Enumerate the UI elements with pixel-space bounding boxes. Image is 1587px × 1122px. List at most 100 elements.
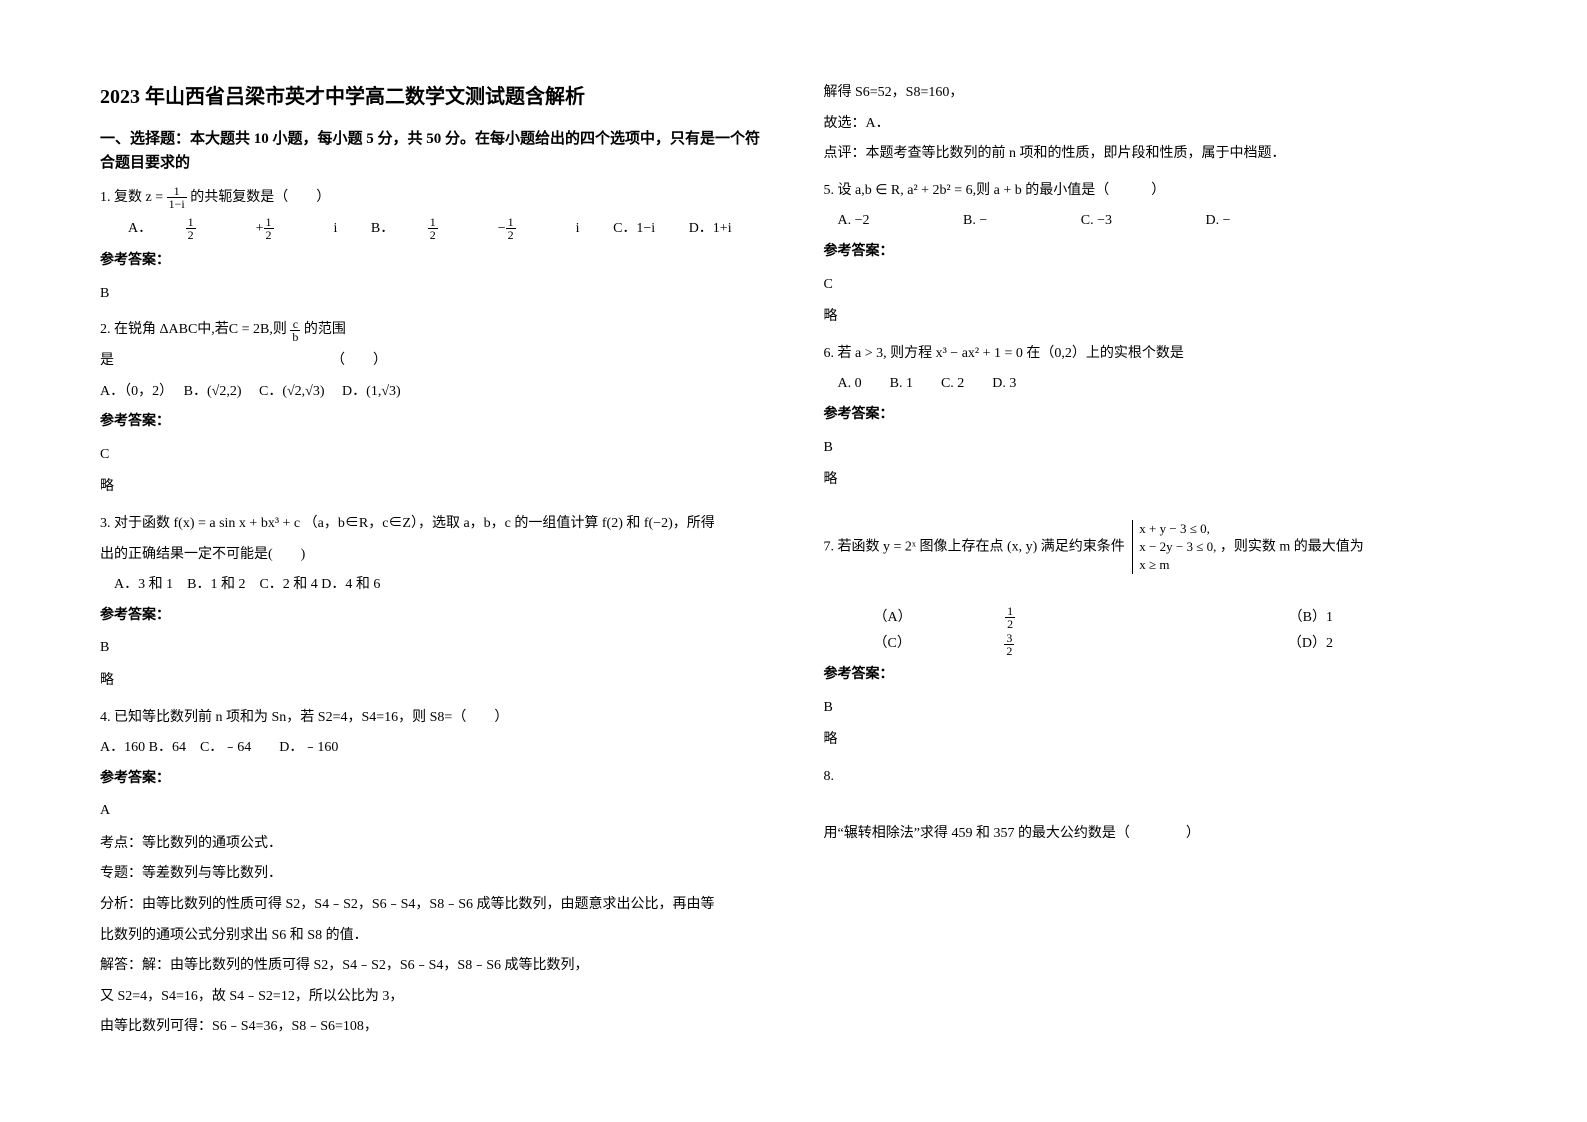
q2-answer: C [100,442,764,469]
q7-answer: B [824,695,1488,722]
q1-opt-a: A． 12+12i [128,221,341,236]
q5-optB: B. − [963,208,987,235]
q7c-n: 3 [1004,632,1014,645]
q2-optD-in: (1,√3) [366,384,401,399]
q4-e1: 考点：等比数列的通项公式． [100,831,764,858]
q7-d: ，则实数 m 的最大值为 [1220,539,1364,554]
q3-c: 出的正确结果一定不可能是( ) [100,542,764,569]
q3-expr: f(x) = a sin x + bx³ + c [174,516,301,531]
q2-a: 2. 在锐角 [100,322,156,337]
q4-stem: 4. 已知等比数列前 n 项和为 Sn，若 S2=4，S4=16，则 S8=（ … [100,705,764,732]
q1a-d2: 2 [264,229,274,241]
q1-optA-label: A． [128,221,152,236]
q6-e1: a > 3, [855,346,887,361]
q5-options: A. −2 B. − C. −3 D. − [838,208,1488,235]
q4-e3: 分析：由等比数列的性质可得 S2，S4﹣S2，S6﹣S4，S8﹣S6 成等比数列… [100,892,764,919]
question-4: 4. 已知等比数列前 n 项和为 Sn，若 S2=4，S4=16，则 S8=（ … [100,705,764,1042]
q7-stem: 7. 若函数 y = 2ˣ 图像上存在点 (x, y) 满足约束条件 x + y… [824,520,1488,575]
q7-optC-pre: （C） [874,631,911,658]
q3-b: （a，b∈R，c∈Z），选取 a，b，c 的一组值计算 f(2) 和 f(−2)… [304,516,715,531]
q2-optC: C．(√2,√3) [259,384,325,399]
q1a-n2: 1 [264,216,274,229]
q5-exp: 略 [824,304,1488,331]
q1-optB-label: B． [371,221,394,236]
q7-optC: （C） 32 [874,631,1195,658]
q1-stem: 1. 复数 z = 11−i 的共轭复数是（ ） [100,185,764,212]
q7-optA-pre: （A） [874,605,912,632]
q7-b: 图像上存在点 [919,539,1003,554]
q7-answer-label: 参考答案： [824,662,1488,689]
q8-n1: 459 [951,826,972,841]
q1b-d1: 2 [428,229,438,241]
q7-e2: (x, y) [1007,539,1037,554]
question-8: 8. 用“辗转相除法”求得 459 和 357 的最大公约数是（ ） [824,764,1488,848]
q2-optB-in: (√2,2) [207,384,242,399]
q5-expr: a,b ∈ R, a² + 2b² = 6,则 a + b [855,183,1022,198]
q2-stem-1: 2. 在锐角 ΔABC中,若C = 2B,则 cb 的范围 [100,317,764,344]
q8-b-suf: 的最大公约数是（ ） [1018,826,1200,841]
q7-optD: （D）2 [1288,631,1333,658]
q2-optB-pre: B． [184,384,207,399]
q1b-n1: 1 [428,216,438,229]
r1-l3: 点评：本题考查等比数列的前 n 项和的性质，即片段和性质，属于中档题． [824,141,1488,168]
question-6: 6. 若 a > 3, 则方程 x³ − ax² + 1 = 0 在（0,2）上… [824,341,1488,494]
q4-continued: 解得 S6=52，S8=160， 故选：A． 点评：本题考查等比数列的前 n 项… [824,80,1488,168]
q4-e5: 解答：解：由等比数列的性质可得 S2，S4﹣S2，S6﹣S4，S8﹣S6 成等比… [100,953,764,980]
q4-answer: A [100,798,764,825]
q8-stem-b: 用“辗转相除法”求得 459 和 357 的最大公约数是（ ） [824,821,1488,848]
question-1: 1. 复数 z = 11−i 的共轭复数是（ ） A． 12+12i B． 12… [100,185,764,307]
r1-l2: 故选：A． [824,111,1488,138]
question-7: 7. 若函数 y = 2ˣ 图像上存在点 (x, y) 满足约束条件 x + y… [824,520,1488,754]
q5-optD: D. − [1205,208,1230,235]
q8-a: 8. [824,764,1488,791]
q2-c: 的范围 [304,322,346,337]
q7-optA: （A） 12 [874,605,1196,632]
q7-c1: x + y − 3 ≤ 0, [1139,520,1216,538]
q2-optC-pre: C． [259,384,282,399]
q2-optC-in: (√2,√3) [282,384,324,399]
q4-answer-label: 参考答案： [100,766,764,793]
q3-options: A．3 和 1 B．1 和 2 C．2 和 4 D．4 和 6 [114,572,764,599]
left-column: 2023 年山西省吕梁市英才中学高二数学文测试题含解析 一、选择题：本大题共 1… [100,80,764,1082]
q2-exp: 略 [100,474,764,501]
q5-optA: A. −2 [838,208,870,235]
q5-answer: C [824,272,1488,299]
section-heading: 一、选择题：本大题共 10 小题，每小题 5 分，共 50 分。在每小题给出的四… [100,127,764,175]
q2-optB: B．(√2,2) [184,384,242,399]
q1b-n2: 1 [506,216,516,229]
q1a-d1: 2 [186,229,196,241]
q7-c2: x − 2y − 3 ≤ 0, [1139,538,1216,556]
q1-stem-prefix: 1. 复数 [100,190,142,205]
right-column: 解得 S6=52，S8=160， 故选：A． 点评：本题考查等比数列的前 n 项… [824,80,1488,1082]
q2-optD: D．(1,√3) [342,384,401,399]
q7-exp: 略 [824,727,1488,754]
q4-e4: 比数列的通项公式分别求出 S6 和 S8 的值． [100,923,764,950]
q3-exp: 略 [100,668,764,695]
q6-exp: 略 [824,467,1488,494]
q2-options: A．（0，2） B．(√2,2) C．(√2,√3) D．(1,√3) [100,379,764,406]
q1a-n1: 1 [186,216,196,229]
q5-stem: 5. 设 a,b ∈ R, a² + 2b² = 6,则 a + b 的最小值是… [824,178,1488,205]
q1-opt-b: B． 12−12i [371,221,583,236]
q2-frac-d: b [290,331,300,343]
q7-c: 满足约束条件 [1041,539,1125,554]
q1b-d2: 2 [506,229,516,241]
q2-frac-n: c [290,318,300,331]
q4-e7: 由等比数列可得：S6﹣S4=36，S8﹣S6=108， [100,1014,764,1041]
q6-b: 则方程 [890,346,932,361]
q2-b: ΔABC中,若C = 2B,则 [160,322,287,337]
q3-stem-1: 3. 对于函数 f(x) = a sin x + bx³ + c （a，b∈R，… [100,511,764,538]
page-title: 2023 年山西省吕梁市英才中学高二数学文测试题含解析 [100,80,764,109]
q6-c: 在（0,2）上的实根个数是 [1026,346,1184,361]
q6-answer-label: 参考答案： [824,402,1488,429]
q1-expr: z = 11−i [146,190,191,205]
q2-optA: A．（0，2） [100,384,166,399]
q4-options: A．160 B．64 C．﹣64 D．﹣160 [100,735,764,762]
q4-e2: 专题：等差数列与等比数列． [100,861,764,888]
q6-a: 6. 若 [824,346,852,361]
question-5: 5. 设 a,b ∈ R, a² + 2b² = 6,则 a + b 的最小值是… [824,178,1488,331]
q8-mid: 和 [976,826,990,841]
q6-stem: 6. 若 a > 3, 则方程 x³ − ax² + 1 = 0 在（0,2）上… [824,341,1488,368]
q7-c3: x ≥ m [1139,556,1216,574]
q1-opt-c: C．1−i [613,221,655,236]
